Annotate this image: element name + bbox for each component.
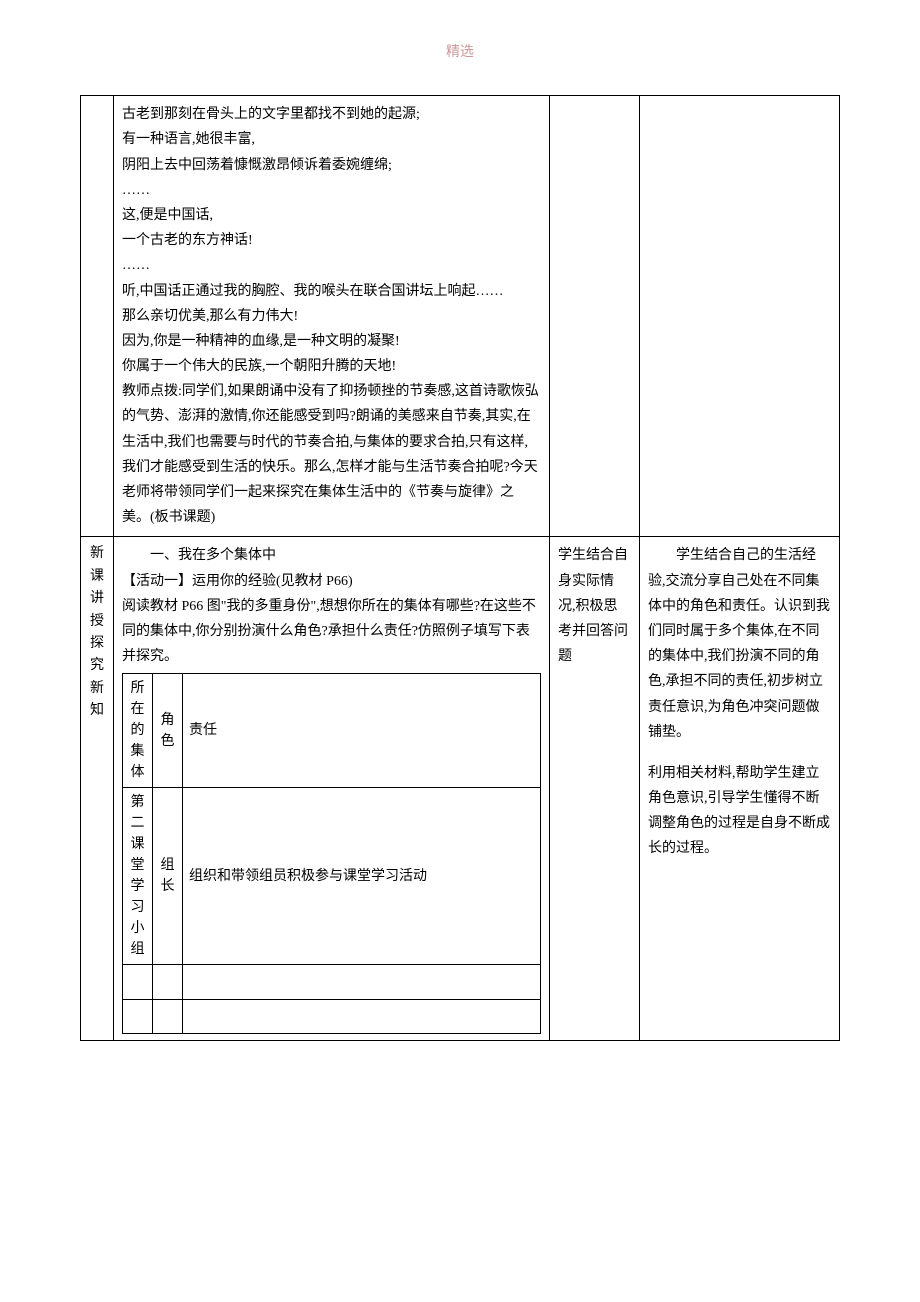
roles-header-cell: 所在的集体	[123, 674, 153, 788]
roles-empty-cell	[123, 965, 153, 999]
roles-table: 所在的集体 角色 责任 第二课堂学习小组 组长 组织和带领组员积极参与课堂学习活…	[122, 673, 541, 1033]
header-text: 角色	[160, 710, 176, 752]
content-line: 你属于一个伟大的民族,一个朝阳升腾的天地!	[122, 354, 541, 379]
page-header: 精选	[80, 40, 840, 65]
content-line: ……	[122, 178, 541, 203]
activity-instruction: 阅读教材 P66 图"我的多重身份",想想你所在的集体有哪些?在这些不同的集体中…	[122, 594, 541, 670]
content-line: 那么亲切优美,那么有力伟大!	[122, 304, 541, 329]
roles-empty-cell	[183, 999, 541, 1033]
content-line: 教师点拨:同学们,如果朗诵中没有了抑扬顿挫的节奏感,这首诗歌恢弘的气势、澎湃的激…	[122, 379, 541, 530]
activity-title: 【活动一】运用你的经验(见教材 P66)	[122, 569, 541, 594]
roles-empty-cell	[183, 965, 541, 999]
roles-data-cell: 第二课堂学习小组	[123, 788, 153, 965]
row1-content-cell: 古老到那刻在骨头上的文字里都找不到她的起源; 有一种语言,她很丰富, 阴阳上去中…	[114, 96, 550, 537]
notes-paragraph: 利用相关材料,帮助学生建立角色意识,引导学生懂得不断调整角色的过程是自身不断成长…	[648, 761, 831, 862]
row2-content-cell: 一、我在多个集体中 【活动一】运用你的经验(见教材 P66) 阅读教材 P66 …	[114, 537, 550, 1040]
cell-text: 第二课堂学习小组	[130, 792, 146, 960]
table-row: 所在的集体 角色 责任	[123, 674, 541, 788]
section-label: 新课讲授探究新知	[89, 543, 105, 722]
section-title: 一、我在多个集体中	[122, 543, 541, 568]
row1-label-cell	[81, 96, 114, 537]
content-line: 一个古老的东方神话!	[122, 228, 541, 253]
row2-student-cell: 学生结合自身实际情况,积极思考并回答问题	[550, 537, 640, 1040]
table-row: 古老到那刻在骨头上的文字里都找不到她的起源; 有一种语言,她很丰富, 阴阳上去中…	[81, 96, 840, 537]
content-line: 古老到那刻在骨头上的文字里都找不到她的起源;	[122, 102, 541, 127]
cell-text: 组长	[160, 855, 176, 897]
content-line: 有一种语言,她很丰富,	[122, 127, 541, 152]
content-line: 阴阳上去中回荡着慷慨激昂倾诉着委婉缠绵;	[122, 153, 541, 178]
header-text: 所在的集体	[130, 678, 146, 783]
row1-student-cell	[550, 96, 640, 537]
notes-paragraph: 学生结合自己的生活经验,交流分享自己处在不同集体中的角色和责任。认识到我们同时属…	[648, 543, 831, 745]
content-line: 听,中国话正通过我的胸腔、我的喉头在联合国讲坛上响起……	[122, 279, 541, 304]
roles-header-cell: 责任	[183, 674, 541, 788]
table-row: 第二课堂学习小组 组长 组织和带领组员积极参与课堂学习活动	[123, 788, 541, 965]
roles-empty-cell	[153, 999, 183, 1033]
row2-notes-cell: 学生结合自己的生活经验,交流分享自己处在不同集体中的角色和责任。认识到我们同时属…	[640, 537, 840, 1040]
roles-data-cell: 组织和带领组员积极参与课堂学习活动	[183, 788, 541, 965]
table-row: 新课讲授探究新知 一、我在多个集体中 【活动一】运用你的经验(见教材 P66) …	[81, 537, 840, 1040]
roles-header-cell: 角色	[153, 674, 183, 788]
content-line: 这,便是中国话,	[122, 203, 541, 228]
content-line: ……	[122, 253, 541, 278]
roles-empty-cell	[153, 965, 183, 999]
roles-empty-cell	[123, 999, 153, 1033]
row1-notes-cell	[640, 96, 840, 537]
content-line: 因为,你是一种精神的血缘,是一种文明的凝聚!	[122, 329, 541, 354]
table-row	[123, 965, 541, 999]
roles-data-cell: 组长	[153, 788, 183, 965]
table-row	[123, 999, 541, 1033]
lesson-plan-table: 古老到那刻在骨头上的文字里都找不到她的起源; 有一种语言,她很丰富, 阴阳上去中…	[80, 95, 840, 1041]
row2-label-cell: 新课讲授探究新知	[81, 537, 114, 1040]
